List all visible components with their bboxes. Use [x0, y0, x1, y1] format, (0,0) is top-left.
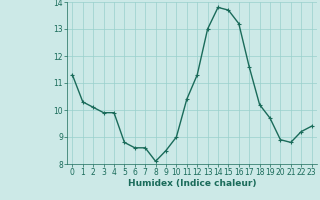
X-axis label: Humidex (Indice chaleur): Humidex (Indice chaleur) [128, 179, 256, 188]
